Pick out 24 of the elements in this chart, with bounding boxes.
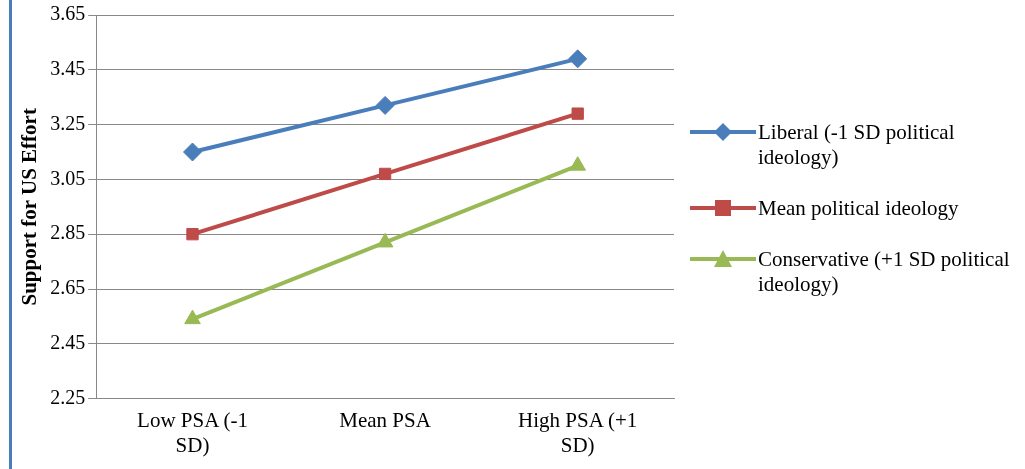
y-axis-title: Support for US Effort [17,108,42,306]
point [183,142,202,162]
y-tick-label: 3.05 [50,166,86,189]
point [378,167,392,181]
legend-label: Mean political ideology [758,196,959,221]
y-tick-label: 2.45 [50,331,86,354]
point [375,95,395,115]
x-tick-label: Low PSA (-1 SD) [137,407,248,457]
y-tick-label: 3.45 [50,57,86,80]
point [184,309,201,325]
point [568,49,588,69]
point [569,156,586,171]
y-tick-label: 2.85 [50,221,86,244]
y-tick-label: 2.25 [50,385,86,408]
x-tick-label: Mean PSA [339,407,432,432]
point [376,232,394,248]
legend-label: Liberal (-1 SD political ideology) [758,120,956,170]
y-tick-label: 3.25 [50,111,86,134]
point [571,107,584,120]
x-tick-label: High PSA (+1 SD) [518,407,638,457]
y-tick-label: 2.65 [50,276,86,299]
legend-label: Conservative (+1 SD political ideology) [758,247,1010,297]
point [186,228,199,241]
y-tick-label: 3.65 [50,2,86,25]
